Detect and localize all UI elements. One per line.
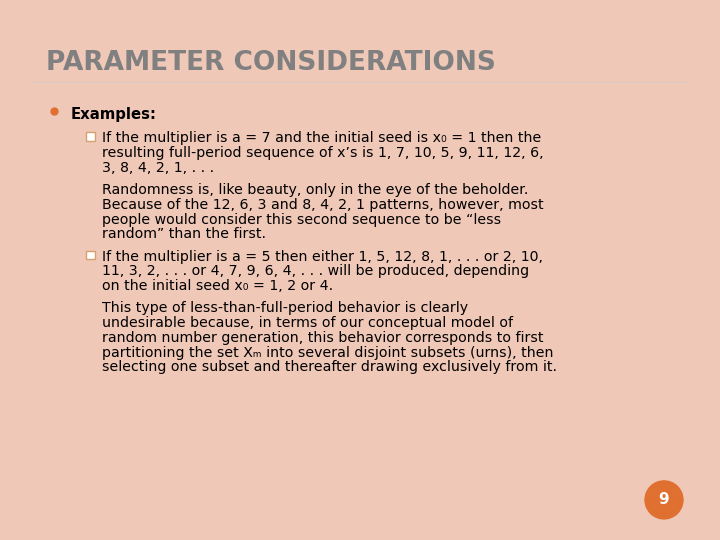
Circle shape xyxy=(645,481,683,519)
Text: If the multiplier is a = 5 then either 1, 5, 12, 8, 1, . . . or 2, 10,: If the multiplier is a = 5 then either 1… xyxy=(102,249,543,264)
Text: random number generation, this behavior corresponds to first: random number generation, this behavior … xyxy=(102,331,543,345)
Text: Randomness is, like beauty, only in the eye of the beholder.: Randomness is, like beauty, only in the … xyxy=(102,183,528,197)
Text: selecting one subset and thereafter drawing exclusively from it.: selecting one subset and thereafter draw… xyxy=(102,360,557,374)
Text: undesirable because, in terms of our conceptual model of: undesirable because, in terms of our con… xyxy=(102,316,513,330)
Text: on the initial seed x₀ = 1, 2 or 4.: on the initial seed x₀ = 1, 2 or 4. xyxy=(102,279,333,293)
Text: Because of the 12, 6, 3 and 8, 4, 2, 1 patterns, however, most: Because of the 12, 6, 3 and 8, 4, 2, 1 p… xyxy=(102,198,543,212)
Text: This type of less-than-full-period behavior is clearly: This type of less-than-full-period behav… xyxy=(102,301,468,315)
Bar xyxy=(86,132,95,141)
Text: random” than the first.: random” than the first. xyxy=(102,227,266,241)
Text: 11, 3, 2, . . . or 4, 7, 9, 6, 4, . . . will be produced, depending: 11, 3, 2, . . . or 4, 7, 9, 6, 4, . . . … xyxy=(102,264,528,278)
Text: If the multiplier is a = 7 and the initial seed is x₀ = 1 then the: If the multiplier is a = 7 and the initi… xyxy=(102,131,541,145)
Text: Examples:: Examples: xyxy=(71,106,156,122)
Text: partitioning the set Xₘ into several disjoint subsets (urns), then: partitioning the set Xₘ into several dis… xyxy=(102,346,553,360)
Text: resulting full-period sequence of x’s is 1, 7, 10, 5, 9, 11, 12, 6,: resulting full-period sequence of x’s is… xyxy=(102,146,543,160)
Text: people would consider this second sequence to be “less: people would consider this second sequen… xyxy=(102,213,500,226)
Text: 3, 8, 4, 2, 1, . . .: 3, 8, 4, 2, 1, . . . xyxy=(102,161,214,175)
Text: 9: 9 xyxy=(659,492,670,508)
Bar xyxy=(86,251,95,259)
Text: PARAMETER CONSIDERATIONS: PARAMETER CONSIDERATIONS xyxy=(47,50,496,76)
